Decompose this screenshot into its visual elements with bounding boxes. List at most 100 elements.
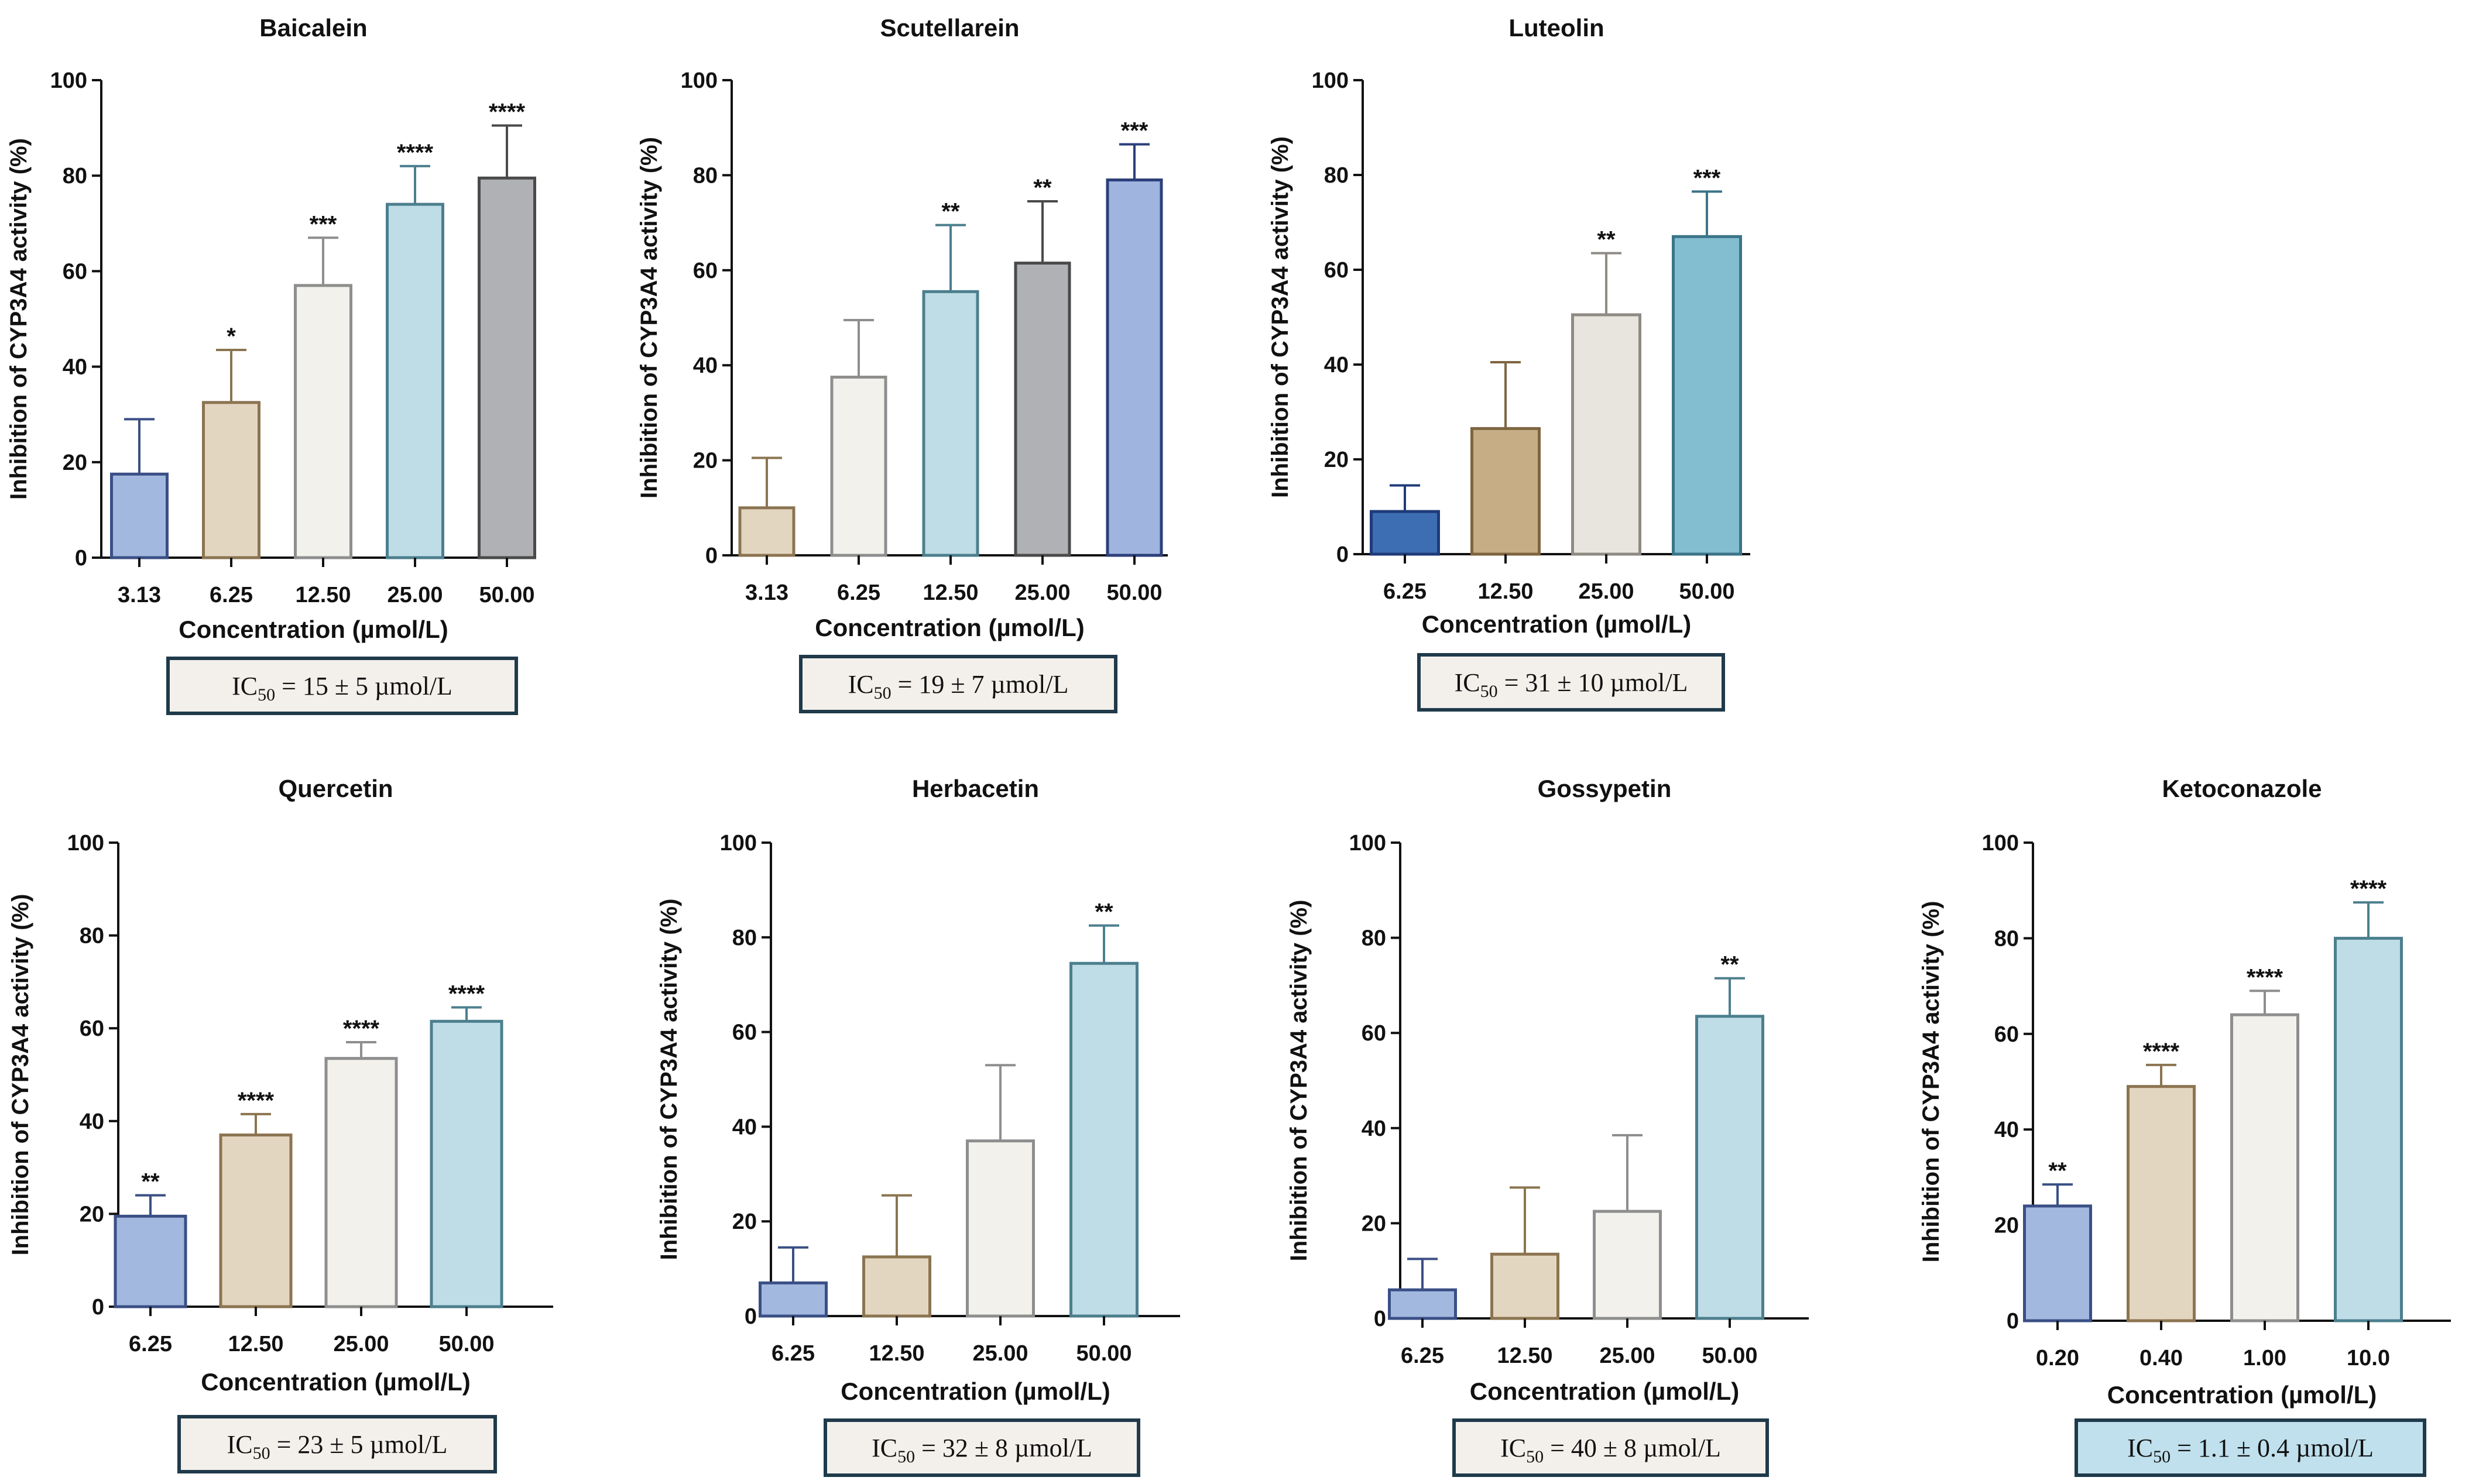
significance-label: ** xyxy=(2048,1158,2067,1184)
ic50-box xyxy=(166,657,518,715)
y-tick-label: 80 xyxy=(1324,163,1349,188)
y-tick-label: 100 xyxy=(720,831,757,856)
significance-label: ** xyxy=(1095,899,1113,925)
bar xyxy=(1571,313,1641,556)
y-tick-label: 20 xyxy=(1362,1211,1386,1236)
chart-herbacetin: Herbacetin 0 20 40 60 80 100 Inhibition of CYP3… xyxy=(656,775,1180,1477)
ic50-subscript: 50 xyxy=(258,685,275,705)
bar xyxy=(759,1281,828,1318)
ic50-prefix: IC xyxy=(1500,1434,1526,1462)
x-tick-label: 6.25 xyxy=(772,1341,815,1366)
y-tick-label: 60 xyxy=(732,1021,757,1045)
bar xyxy=(219,1133,293,1308)
y-tick-label: 100 xyxy=(681,68,718,93)
bar xyxy=(2230,1013,2299,1322)
ic50-subscript: 50 xyxy=(897,1447,915,1466)
x-tick-label: 3.13 xyxy=(118,583,161,607)
x-tick-label: 0.40 xyxy=(2139,1346,2183,1370)
y-tick-label: 0 xyxy=(705,544,718,568)
chart-scutellarein: Scutellarein 0 20 40 60 80 100 Inhibition of CY… xyxy=(636,14,1168,713)
chart-title: Quercetin xyxy=(278,775,393,802)
significance-label: ** xyxy=(1033,175,1052,201)
ic50-value: = 15 ± 5 µmol/L xyxy=(275,672,452,700)
ic50-value: = 23 ± 5 µmol/L xyxy=(270,1430,448,1459)
y-tick-label: 100 xyxy=(1982,831,2019,856)
chart-title: Ketoconazole xyxy=(2162,775,2322,802)
ic50-label: IC50 = 15 ± 5 µmol/L xyxy=(232,672,452,705)
ic50-subscript: 50 xyxy=(1480,682,1498,701)
ic50-subscript: 50 xyxy=(874,683,892,703)
ic50-box xyxy=(824,1418,1140,1477)
significance-label: *** xyxy=(1693,165,1721,191)
y-tick-label: 40 xyxy=(732,1115,757,1139)
y-tick-label: 40 xyxy=(63,355,87,380)
chart-title: Herbacetin xyxy=(912,775,1039,802)
ic50-value: = 32 ± 8 µmol/L xyxy=(915,1434,1092,1462)
y-axis-label: Inhibition of CYP3A4 activity (%) xyxy=(656,899,682,1260)
significance-label: **** xyxy=(2350,876,2387,902)
y-tick-label: 40 xyxy=(1994,1118,2019,1142)
ic50-prefix: IC xyxy=(232,672,258,700)
y-tick-label: 60 xyxy=(693,259,718,283)
chart-quercetin: Quercetin 0 20 40 60 80 100 Inhibition of CYP3A… xyxy=(8,775,553,1473)
ic50-label: IC50 = 32 ± 8 µmol/L xyxy=(872,1434,1092,1466)
ic50-subscript: 50 xyxy=(253,1444,270,1463)
y-tick-label: 40 xyxy=(1362,1117,1386,1141)
x-axis-label: Concentration (µmol/L) xyxy=(841,1377,1110,1405)
y-tick-label: 80 xyxy=(732,926,757,950)
chart-baicalein: Baicalein 0 20 40 60 80 100 Inhibition of CYP3A… xyxy=(6,14,536,715)
ic50-label: IC50 = 19 ± 7 µmol/L xyxy=(848,670,1069,703)
y-tick-label: 80 xyxy=(693,163,718,188)
y-tick-label: 0 xyxy=(1336,542,1349,567)
y-tick-label: 20 xyxy=(732,1210,757,1234)
x-tick-label: 12.50 xyxy=(295,583,351,607)
ic50-box xyxy=(2075,1418,2426,1477)
x-tick-label: 12.50 xyxy=(228,1332,283,1356)
y-axis-label: Inhibition of CYP3A4 activity (%) xyxy=(6,138,32,500)
ic50-value: = 31 ± 10 µmol/L xyxy=(1498,668,1688,697)
significance-label: ** xyxy=(941,199,960,225)
x-tick-label: 6.25 xyxy=(1383,579,1427,604)
bar xyxy=(202,401,260,559)
x-axis-label: Concentration (µmol/L) xyxy=(201,1368,471,1396)
x-tick-label: 3.13 xyxy=(745,580,788,605)
chart-gossypetin: Gossypetin 0 20 40 60 80 100 Inhibition of CYP3… xyxy=(1286,775,1809,1477)
bar xyxy=(1672,235,1742,556)
bar xyxy=(1470,427,1541,556)
ic50-prefix: IC xyxy=(848,670,874,699)
bar xyxy=(1014,262,1071,557)
x-tick-label: 1.00 xyxy=(2243,1346,2286,1370)
bar xyxy=(922,290,979,557)
significance-label: **** xyxy=(238,1088,275,1114)
y-tick-label: 20 xyxy=(693,449,718,473)
x-tick-label: 50.00 xyxy=(1106,580,1162,605)
x-tick-label: 6.25 xyxy=(1401,1344,1444,1368)
x-tick-label: 25.00 xyxy=(333,1332,389,1356)
y-tick-label: 20 xyxy=(80,1202,104,1227)
y-tick-label: 20 xyxy=(1994,1214,2019,1238)
y-tick-label: 60 xyxy=(1362,1021,1386,1046)
x-axis-label: Concentration (µmol/L) xyxy=(179,616,448,643)
y-tick-label: 0 xyxy=(75,546,87,571)
y-tick-label: 80 xyxy=(1362,926,1386,951)
ic50-box xyxy=(799,655,1117,713)
ic50-value: = 40 ± 8 µmol/L xyxy=(1544,1434,1721,1462)
bar xyxy=(110,472,169,559)
bar xyxy=(294,284,352,559)
x-tick-label: 6.25 xyxy=(837,580,880,605)
significance-label: *** xyxy=(310,211,337,237)
bar xyxy=(430,1019,503,1308)
ic50-value: = 19 ± 7 µmol/L xyxy=(892,670,1069,699)
x-tick-label: 10.0 xyxy=(2347,1346,2390,1370)
chart-title: Baicalein xyxy=(259,14,367,42)
chart-luteolin: Luteolin 0 20 40 60 80 100 Inhibition of CYP3A4… xyxy=(1267,14,1750,712)
bar xyxy=(1490,1252,1559,1320)
y-tick-label: 100 xyxy=(50,68,87,93)
y-tick-label: 40 xyxy=(1324,353,1349,377)
x-tick-label: 6.25 xyxy=(129,1332,172,1356)
x-tick-label: 25.00 xyxy=(387,583,443,607)
x-tick-label: 50.00 xyxy=(1076,1341,1132,1366)
y-axis-label: Inhibition of CYP3A4 activity (%) xyxy=(1286,900,1312,1262)
x-tick-label: 25.00 xyxy=(1578,579,1634,604)
